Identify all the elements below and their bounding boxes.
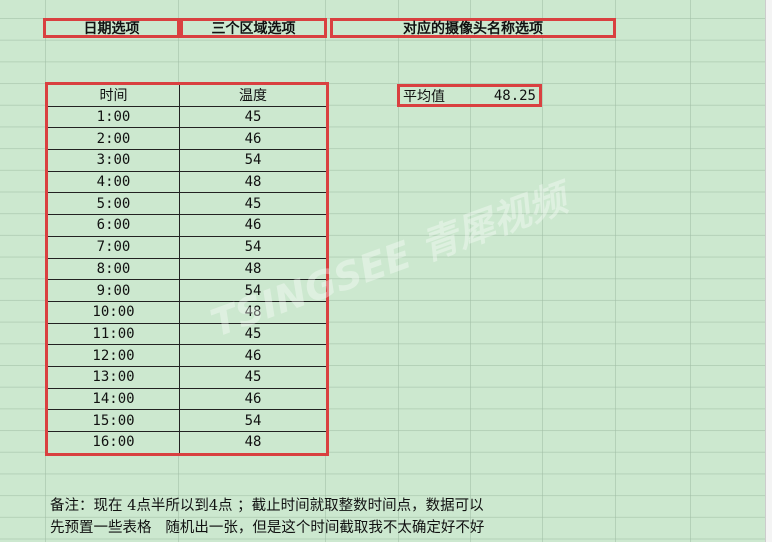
average-label: 平均值 xyxy=(403,88,445,105)
table-row: 3:00 54 xyxy=(46,149,328,172)
time-cell[interactable]: 9:00 xyxy=(46,279,180,302)
temperature-cell[interactable]: 45 xyxy=(179,192,328,216)
table-row: 7:00 54 xyxy=(46,235,328,259)
temperature-cell[interactable]: 48 xyxy=(179,170,328,194)
column-line xyxy=(398,0,399,542)
average-value: 48.25 xyxy=(493,87,536,104)
temperature-cell[interactable]: 48 xyxy=(179,431,328,455)
time-cell[interactable]: 12:00 xyxy=(46,344,180,367)
table-row: 6:00 46 xyxy=(46,214,328,237)
time-cell[interactable]: 8:00 xyxy=(46,257,180,281)
temperature-cell[interactable]: 54 xyxy=(179,409,328,432)
temperature-cell[interactable]: 54 xyxy=(179,149,328,172)
column-line xyxy=(542,0,543,542)
table-row: 5:00 45 xyxy=(46,192,328,216)
time-cell[interactable]: 14:00 xyxy=(46,387,180,411)
table-row: 1:00 45 xyxy=(46,105,328,129)
temperature-cell[interactable]: 45 xyxy=(179,105,328,129)
table-row: 15:00 54 xyxy=(46,409,328,432)
column-line xyxy=(615,0,616,542)
time-cell[interactable]: 11:00 xyxy=(46,322,180,346)
time-cell[interactable]: 4:00 xyxy=(46,170,180,194)
temperature-cell[interactable]: 54 xyxy=(179,235,328,259)
time-cell[interactable]: 2:00 xyxy=(46,127,180,151)
date-option-cell[interactable]: 日期选项 xyxy=(43,18,180,38)
table-row: 2:00 46 xyxy=(46,127,328,151)
table-row: 16:00 48 xyxy=(46,431,328,455)
time-cell[interactable]: 1:00 xyxy=(46,105,180,129)
camera-name-option-cell[interactable]: 对应的摄像头名称选项 xyxy=(330,18,616,38)
temperature-cell[interactable]: 46 xyxy=(179,344,328,367)
note-line: 备注：现在 4点半所以到4点 ；截止时间就取整数时间点，数据可以 xyxy=(50,498,484,514)
column-header-temperature[interactable]: 温度 xyxy=(179,83,328,107)
temperature-cell[interactable]: 46 xyxy=(179,214,328,237)
table-row: 12:00 46 xyxy=(46,344,328,367)
temperature-cell[interactable]: 54 xyxy=(179,279,328,302)
temperature-cell[interactable]: 48 xyxy=(179,257,328,281)
time-cell[interactable]: 6:00 xyxy=(46,214,180,237)
time-cell[interactable]: 7:00 xyxy=(46,235,180,259)
table-row: 4:00 48 xyxy=(46,170,328,194)
scrollbar[interactable] xyxy=(765,0,772,542)
temperature-cell[interactable]: 45 xyxy=(179,365,328,389)
table-row: 10:00 48 xyxy=(46,300,328,324)
table-row: 9:00 54 xyxy=(46,279,328,302)
time-cell[interactable]: 5:00 xyxy=(46,192,180,216)
table-row: 8:00 48 xyxy=(46,257,328,281)
note-text[interactable]: 备注：现在 4点半所以到4点 ；截止时间就取整数时间点，数据可以 先预置一些表格… xyxy=(50,495,550,539)
note-line: 先预置一些表格 随机出一张，但是这个时间截取我不太确定好不好 xyxy=(50,520,485,536)
temperature-cell[interactable]: 46 xyxy=(179,127,328,151)
region-option-cell[interactable]: 三个区域选项 xyxy=(180,18,327,38)
time-cell[interactable]: 15:00 xyxy=(46,409,180,432)
table-row: 13:00 45 xyxy=(46,365,328,389)
temperature-table: 时间 温度 1:00 45 2:00 46 3:00 54 4:00 48 5:00 45 6:00… xyxy=(45,82,329,456)
column-header-time[interactable]: 时间 xyxy=(46,83,180,107)
temperature-cell[interactable]: 46 xyxy=(179,387,328,411)
time-cell[interactable]: 3:00 xyxy=(46,149,180,172)
table-row: 14:00 46 xyxy=(46,387,328,411)
column-line xyxy=(470,0,471,542)
temperature-cell[interactable]: 45 xyxy=(179,322,328,346)
time-cell[interactable]: 10:00 xyxy=(46,300,180,324)
table-row: 11:00 45 xyxy=(46,322,328,346)
temperature-cell[interactable]: 48 xyxy=(179,300,328,324)
column-line xyxy=(690,0,691,542)
average-cell[interactable]: 平均值 48.25 xyxy=(397,84,542,107)
time-cell[interactable]: 13:00 xyxy=(46,365,180,389)
time-cell[interactable]: 16:00 xyxy=(46,431,180,455)
